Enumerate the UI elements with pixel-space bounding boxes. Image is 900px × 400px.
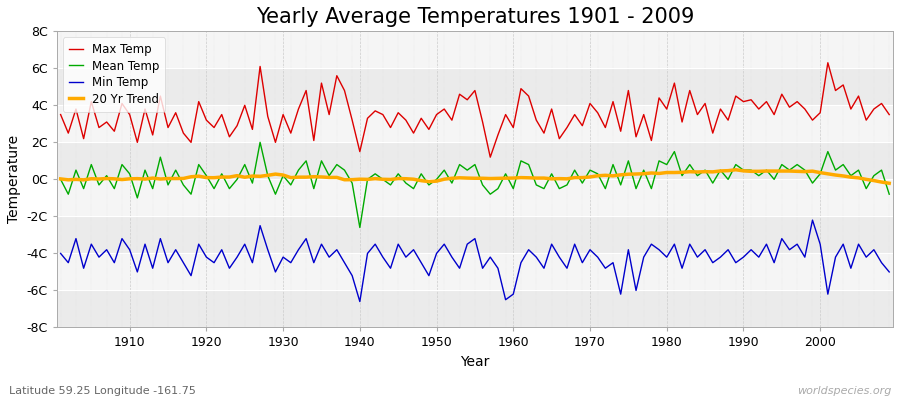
Min Temp (355, 299, 365, 304)
Mean Temp (55, 177, 66, 182)
Max Temp (823, 60, 833, 65)
Min Temp (884, 270, 895, 274)
20 Yr Trend (731, 167, 742, 172)
Max Temp (117, 101, 128, 106)
20 Yr Trend (600, 173, 611, 178)
Bar (57, 31, 893, 68)
Bar (57, 142, 893, 179)
20 Yr Trend (117, 177, 128, 182)
Min Temp (508, 292, 518, 296)
20 Yr Trend (500, 176, 511, 180)
Y-axis label: Temperature: Temperature (7, 135, 21, 224)
20 Yr Trend (331, 175, 342, 180)
Min Temp (285, 260, 296, 265)
Bar (57, 105, 893, 142)
Max Temp (485, 155, 496, 160)
Mean Temp (523, 162, 534, 167)
Bar (57, 254, 893, 290)
Mean Temp (339, 168, 350, 172)
Min Temp (516, 260, 526, 265)
Mean Temp (884, 192, 895, 196)
Min Temp (55, 251, 66, 256)
Line: Mean Temp: Mean Temp (60, 142, 889, 228)
Bar (57, 68, 893, 105)
Line: Min Temp: Min Temp (60, 220, 889, 302)
Max Temp (55, 112, 66, 117)
20 Yr Trend (508, 176, 518, 180)
Title: Yearly Average Temperatures 1901 - 2009: Yearly Average Temperatures 1901 - 2009 (256, 7, 694, 27)
Mean Temp (616, 182, 626, 187)
Line: 20 Yr Trend: 20 Yr Trend (60, 170, 889, 183)
Mean Temp (516, 158, 526, 163)
Legend: Max Temp, Mean Temp, Min Temp, 20 Yr Trend: Max Temp, Mean Temp, Min Temp, 20 Yr Tre… (63, 37, 166, 112)
Line: Max Temp: Max Temp (60, 63, 889, 157)
Max Temp (331, 73, 342, 78)
Mean Temp (355, 225, 365, 230)
20 Yr Trend (285, 175, 296, 180)
Max Temp (884, 112, 895, 117)
Text: worldspecies.org: worldspecies.org (796, 386, 891, 396)
Max Temp (516, 86, 526, 91)
Max Temp (608, 99, 618, 104)
20 Yr Trend (55, 176, 66, 181)
Min Temp (807, 218, 818, 222)
Min Temp (117, 236, 128, 241)
Text: Latitude 59.25 Longitude -161.75: Latitude 59.25 Longitude -161.75 (9, 386, 196, 396)
20 Yr Trend (884, 181, 895, 186)
Bar (57, 290, 893, 328)
Mean Temp (293, 168, 304, 172)
Mean Temp (117, 162, 128, 167)
Bar (57, 179, 893, 216)
Mean Temp (255, 140, 266, 145)
Max Temp (285, 131, 296, 136)
Min Temp (331, 247, 342, 252)
Max Temp (508, 125, 518, 130)
X-axis label: Year: Year (460, 355, 490, 369)
Min Temp (608, 260, 618, 265)
Bar (57, 216, 893, 254)
